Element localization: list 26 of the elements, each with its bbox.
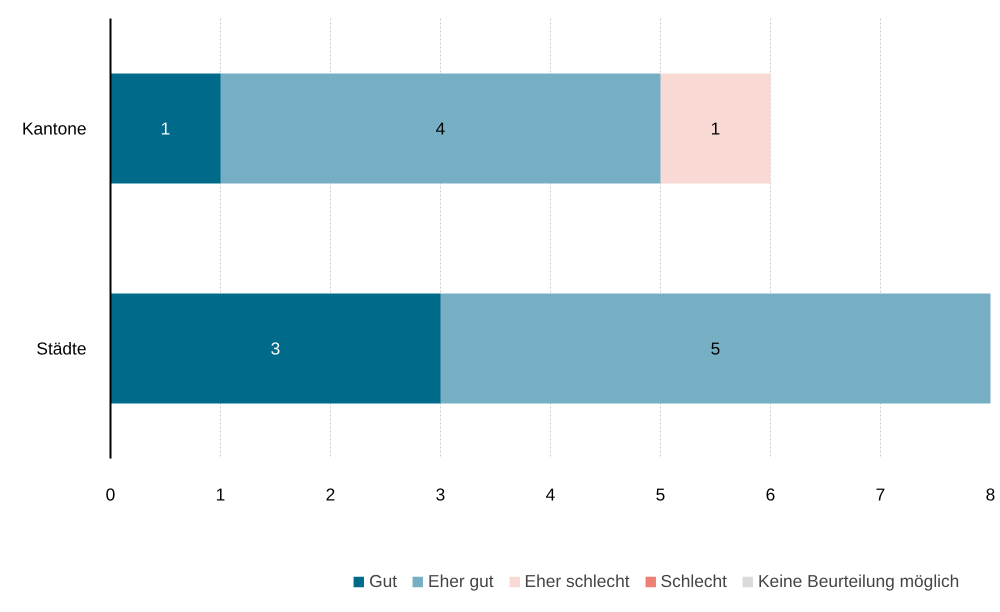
y-tick-label: Kantone [22, 118, 87, 138]
legend-label: Gut [369, 571, 398, 592]
bar [110, 294, 440, 404]
x-tick-label: 8 [986, 484, 996, 504]
data-label: 4 [436, 118, 446, 138]
x-tick-label: 7 [876, 484, 886, 504]
bar [440, 294, 990, 404]
x-tick-label: 2 [326, 484, 336, 504]
x-tick-label: 1 [216, 484, 226, 504]
legend-label: Eher schlecht [524, 571, 630, 592]
x-tick-label: 5 [656, 484, 666, 504]
x-tick-label: 0 [106, 484, 116, 504]
data-label: 5 [710, 338, 720, 358]
data-label: 3 [270, 338, 280, 358]
x-tick-label: 3 [436, 484, 446, 504]
data-label: 1 [710, 118, 720, 138]
legend-label: Keine Beurteilung möglich [758, 571, 960, 592]
bar [660, 74, 770, 184]
bar [110, 74, 220, 184]
x-tick-label: 4 [546, 484, 556, 504]
legend-label: Eher gut [428, 571, 494, 592]
legend-label: Schlecht [660, 571, 727, 592]
data-label: 1 [160, 118, 170, 138]
bar [220, 74, 660, 184]
y-tick-label: Städte [36, 338, 87, 358]
x-tick-label: 6 [766, 484, 776, 504]
